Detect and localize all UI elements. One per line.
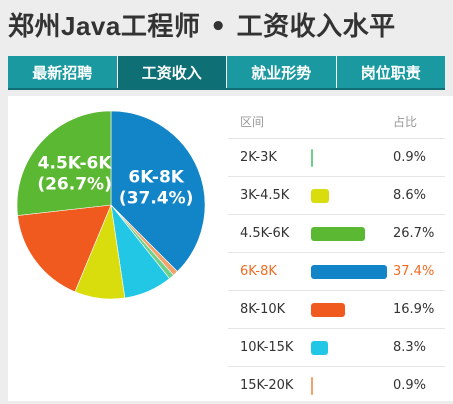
- table-row[interactable]: 10K-15K 8.3%: [228, 329, 445, 367]
- pct-value: 8.6%: [393, 188, 427, 203]
- tab-employment[interactable]: 就业形势: [227, 56, 337, 88]
- pct-value: 26.7%: [393, 226, 435, 241]
- header-range: 区间: [240, 114, 265, 129]
- header-pct: 占比: [393, 114, 418, 129]
- range-label: 6K-8K: [240, 264, 277, 279]
- table-row[interactable]: 4.5K-6K 26.7%: [228, 215, 445, 253]
- pie-label-pct: (26.7%): [37, 174, 112, 194]
- pie-slice-4_5k-6k[interactable]: [16, 110, 112, 216]
- pie-label: 6K-8K: [128, 167, 184, 187]
- table-row[interactable]: 3K-4.5K 8.6%: [228, 177, 445, 215]
- table-row[interactable]: 2K-3K 0.9%: [228, 139, 445, 177]
- title-suffix: 工程师 • 工资收入水平: [120, 12, 396, 42]
- range-label: 3K-4.5K: [240, 188, 290, 203]
- salary-table: 区间 占比 2K-3K 0.9% 3K-4.5K 8.6% 4.5K-6K 26.7% 6K…: [228, 104, 445, 404]
- tab-duties[interactable]: 岗位职责: [360, 63, 421, 82]
- pct-value: 0.9%: [393, 150, 427, 165]
- tab-latest-jobs[interactable]: 最新招聘: [8, 56, 118, 88]
- pct-value: 8.3%: [393, 340, 427, 355]
- range-bar: [311, 226, 366, 241]
- tab-salary[interactable]: 工资收入: [117, 56, 227, 88]
- range-bar: [311, 376, 313, 395]
- table-row[interactable]: 15K-20K 0.9%: [228, 367, 445, 404]
- range-label: 15K-20K: [240, 378, 294, 393]
- pct-value: 0.9%: [393, 378, 427, 393]
- pct-value: 16.9%: [393, 302, 435, 317]
- table-row[interactable]: 6K-8K 37.4%: [228, 253, 445, 291]
- range-bar: [311, 188, 329, 203]
- table-row[interactable]: 8K-10K 16.9%: [228, 291, 445, 329]
- pie-label-pct: (37.4%): [119, 188, 194, 208]
- page-title: 郑州Java工程师 • 工资收入水平: [8, 6, 396, 43]
- range-label: 10K-15K: [240, 340, 294, 355]
- table-header: 区间 占比: [228, 104, 445, 139]
- pct-value: 37.4%: [393, 264, 435, 279]
- range-bar: [311, 302, 346, 317]
- range-label: 2K-3K: [240, 150, 277, 165]
- pie-label: 4.5K-6K: [38, 153, 113, 173]
- title-prefix: 郑州: [8, 12, 62, 42]
- pie-slice-8k-10k[interactable]: [17, 204, 112, 293]
- range-bar: [311, 148, 313, 167]
- range-label: 4.5K-6K: [240, 226, 290, 241]
- range-bar: [311, 340, 328, 355]
- salary-pie-chart: 6K-8K(37.4%) 4.5K-6K(26.7%): [16, 110, 206, 300]
- range-label: 8K-10K: [240, 302, 286, 317]
- pie-slice-6k-8k[interactable]: [110, 110, 206, 272]
- title-latin: Java: [61, 11, 121, 41]
- tab-bar: 最新招聘 工资收入 就业形势 岗位职责: [8, 56, 445, 90]
- range-bar: [311, 264, 387, 279]
